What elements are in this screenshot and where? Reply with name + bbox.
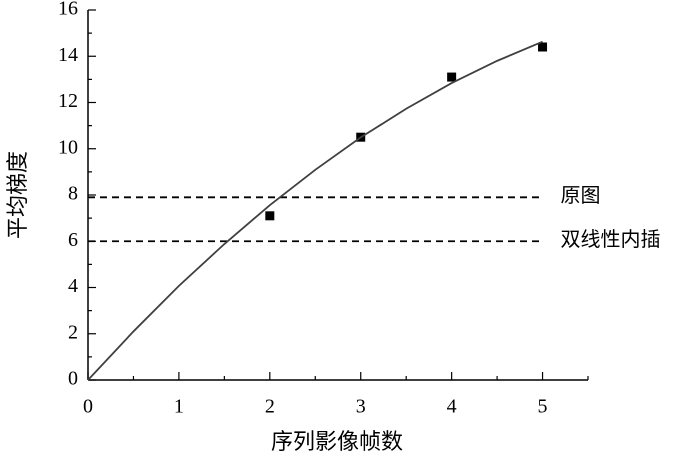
y-tick-label: 2	[68, 321, 78, 343]
data-point	[538, 42, 548, 52]
x-tick-label: 5	[538, 396, 548, 418]
x-tick-label: 3	[356, 396, 366, 418]
reference-label: 原图	[561, 185, 601, 207]
reference-label: 双线性内插	[561, 228, 661, 251]
y-tick-label: 8	[68, 183, 78, 205]
data-point	[447, 72, 457, 82]
y-tick-label: 12	[58, 90, 78, 112]
y-axis-title: 平均梯度	[5, 151, 30, 239]
x-axis-title: 序列影像帧数	[271, 429, 403, 454]
y-tick-label: 4	[68, 275, 78, 297]
y-tick-label: 0	[68, 368, 78, 390]
fit-curve	[87, 40, 543, 381]
x-tick-label: 1	[174, 396, 184, 418]
data-point	[265, 211, 275, 221]
y-tick-label: 10	[58, 136, 78, 158]
y-tick-label: 16	[58, 0, 78, 20]
y-tick-label: 6	[68, 229, 78, 251]
x-tick-label: 2	[265, 396, 275, 418]
x-tick-label: 0	[83, 396, 93, 418]
y-tick-label: 14	[58, 44, 78, 66]
x-tick-label: 4	[447, 396, 457, 418]
